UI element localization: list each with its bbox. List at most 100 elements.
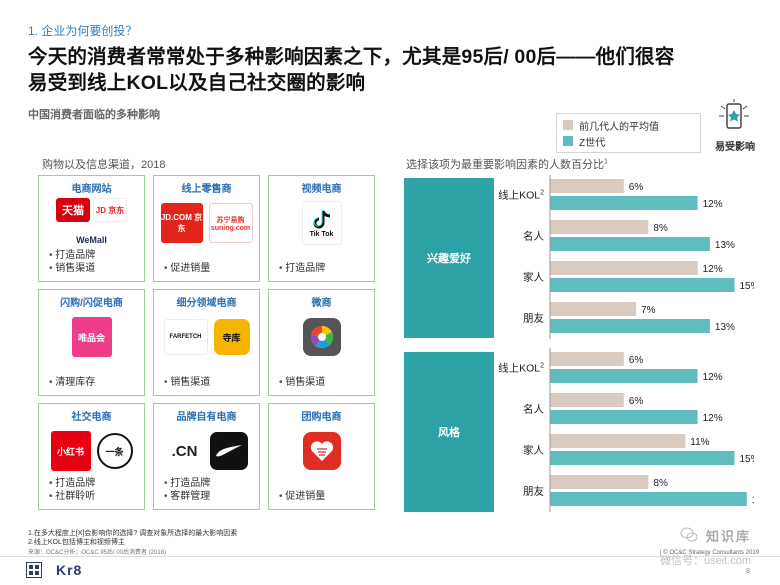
data-label: 12%	[703, 264, 723, 275]
bar-gen-z	[550, 492, 747, 506]
category-label: 名人	[523, 230, 544, 243]
bar-previous-generations	[550, 220, 649, 234]
category-label: 朋友	[523, 485, 544, 498]
tiktok-logo: Tik Tok	[301, 201, 342, 245]
footer-divider	[0, 556, 780, 557]
group-band-hobbies: 兴趣爱好	[404, 178, 494, 338]
channel-grid: 电商网站 天猫 JD 京东 WeMall 打造品牌 销售渠道 线上零售商 JD.…	[38, 175, 376, 513]
bar-gen-z	[550, 410, 698, 424]
data-label: 16%	[752, 495, 754, 506]
yitiao-logo: 一条	[96, 433, 133, 469]
channel-title: 视频电商	[301, 184, 342, 195]
channel-bullets: 打造品牌 客群管理	[164, 477, 210, 503]
wechat-shop-logo	[302, 318, 341, 356]
heart-icon	[310, 441, 333, 461]
bullet: 打造品牌	[49, 477, 95, 490]
slide-subtitle: 中国消费者面临的多种影响	[28, 109, 160, 121]
bullet: 社群聆听	[49, 490, 95, 503]
bar-previous-generations	[550, 434, 686, 448]
bar-gen-z	[550, 319, 710, 333]
farfetch-logo: FARFETCH	[163, 319, 208, 355]
bullet: 销售渠道	[279, 376, 325, 389]
data-label: 15%	[740, 454, 755, 465]
headline-line-1: 今天的消费者常常处于多种影响因素之下，尤其是95后/ 00后——他们很容	[28, 46, 675, 68]
page-number: 8	[746, 568, 750, 575]
bullet: 客群管理	[164, 490, 210, 503]
category-label: 朋友	[523, 312, 544, 325]
channel-title: 线上零售商	[181, 184, 232, 195]
watermark-subtitle: 微信号：useit.com	[660, 555, 752, 567]
bar-previous-generations	[550, 261, 698, 275]
pinduoduo-logo	[302, 432, 341, 470]
secoo-logo: 寺库	[213, 319, 250, 355]
bullet: 销售渠道	[164, 376, 210, 389]
jd-logo: JD 京东	[93, 198, 127, 223]
aperture-icon	[310, 325, 333, 349]
bar-previous-generations	[550, 393, 624, 407]
legend-label-previous: 前几代人的平均值	[579, 121, 659, 133]
data-label: 11%	[690, 437, 709, 448]
channel-title: 品牌自有电商	[176, 412, 237, 423]
chart-title-sup: 1	[604, 158, 608, 166]
channel-video-commerce: 视频电商 Tik Tok 打造品牌	[268, 175, 375, 282]
badge-label: 易受影响	[715, 142, 755, 153]
channel-social-commerce: 社交电商 小红书 一条 打造品牌 社群聆听	[38, 403, 145, 510]
channel-bullets: 销售渠道	[279, 376, 325, 389]
legend-entry-genz: Z世代	[563, 133, 694, 149]
headline-line-2: 易受到线上KOL以及自己社交圈的影响	[28, 72, 366, 94]
data-label: 8%	[653, 223, 668, 234]
wemall-logo: WeMall	[71, 227, 112, 252]
channel-bullets: 打造品牌 社群聆听	[49, 477, 95, 503]
bar-previous-generations	[550, 352, 624, 366]
channel-title: 微商	[311, 298, 332, 309]
swoosh-icon	[215, 445, 242, 457]
channel-title: 电商网站	[71, 184, 112, 195]
jd-com-logo: JD.COM 京东	[160, 203, 203, 243]
data-label: 6%	[629, 396, 644, 407]
chart-title: 选择该项为最重要影响因素的人数百分比1	[406, 156, 608, 172]
data-label: 13%	[715, 322, 735, 333]
category-label: 家人	[523, 444, 544, 457]
chart-title-text: 选择该项为最重要影响因素的人数百分比	[406, 159, 604, 171]
bar-previous-generations	[550, 179, 624, 193]
data-label: 12%	[703, 372, 723, 383]
bullet: 清理库存	[49, 376, 95, 389]
headline: 今天的消费者常常处于多种影响因素之下，尤其是95后/ 00后——他们很容 易受到…	[28, 44, 758, 96]
footnote-2: 2.线上KOL包括博主和视频博主	[28, 539, 125, 546]
channel-wechat-commerce: 微商 销售渠道	[268, 289, 375, 396]
suning-logo: 苏宁易购 suning.com	[208, 203, 253, 243]
channel-title: 团购电商	[301, 412, 342, 423]
channel-title: 社交电商	[71, 412, 112, 423]
section-label: 1. 企业为何要创投？	[28, 24, 138, 38]
nike-logo	[209, 432, 248, 470]
bar-previous-generations	[550, 475, 649, 489]
copyright: | © OC&C Strategy Consultants 2019	[660, 550, 760, 556]
channel-bullets: 打造品牌 销售渠道	[49, 249, 95, 275]
phone-influence-icon	[719, 99, 749, 129]
legend-swatch-genz	[563, 136, 573, 146]
cn-domain-logo: .CN	[165, 433, 204, 469]
footnote-1: 1.在多大程度上[X]会影响你的选择? 调查对象所选择的最大影响因素	[28, 530, 238, 537]
data-label: 8%	[653, 478, 668, 489]
legend-entry-previous: 前几代人的平均值	[563, 117, 694, 133]
category-label: 线上KOL2	[498, 189, 544, 202]
channel-bullets: 打造品牌	[279, 262, 325, 275]
bar-gen-z	[550, 196, 698, 210]
channel-niche-commerce: 细分领域电商 FARFETCH 寺库 销售渠道	[153, 289, 260, 396]
source-note: 来源：OC&C分析；OC&C 95后/ 00后消费者 (2018)	[28, 550, 167, 556]
bar-gen-z	[550, 369, 698, 383]
bullet: 打造品牌	[49, 249, 95, 262]
bar-gen-z	[550, 451, 735, 465]
tiktok-note-icon	[313, 209, 330, 228]
tmall-logo: 天猫	[56, 198, 90, 223]
data-label: 15%	[740, 281, 755, 292]
channel-ecommerce-sites: 电商网站 天猫 JD 京东 WeMall 打造品牌 销售渠道	[38, 175, 145, 282]
data-label: 12%	[703, 413, 723, 424]
category-label: 名人	[523, 403, 544, 416]
channel-brand-owned: 品牌自有电商 .CN 打造品牌 客群管理	[153, 403, 260, 510]
bar-gen-z	[550, 278, 735, 292]
channel-flash-sale: 闪购/闪促电商 唯品会 清理库存	[38, 289, 145, 396]
bullet: 打造品牌	[279, 262, 325, 275]
brand-grid-icon	[26, 562, 42, 578]
bullet: 促进销量	[279, 490, 325, 503]
